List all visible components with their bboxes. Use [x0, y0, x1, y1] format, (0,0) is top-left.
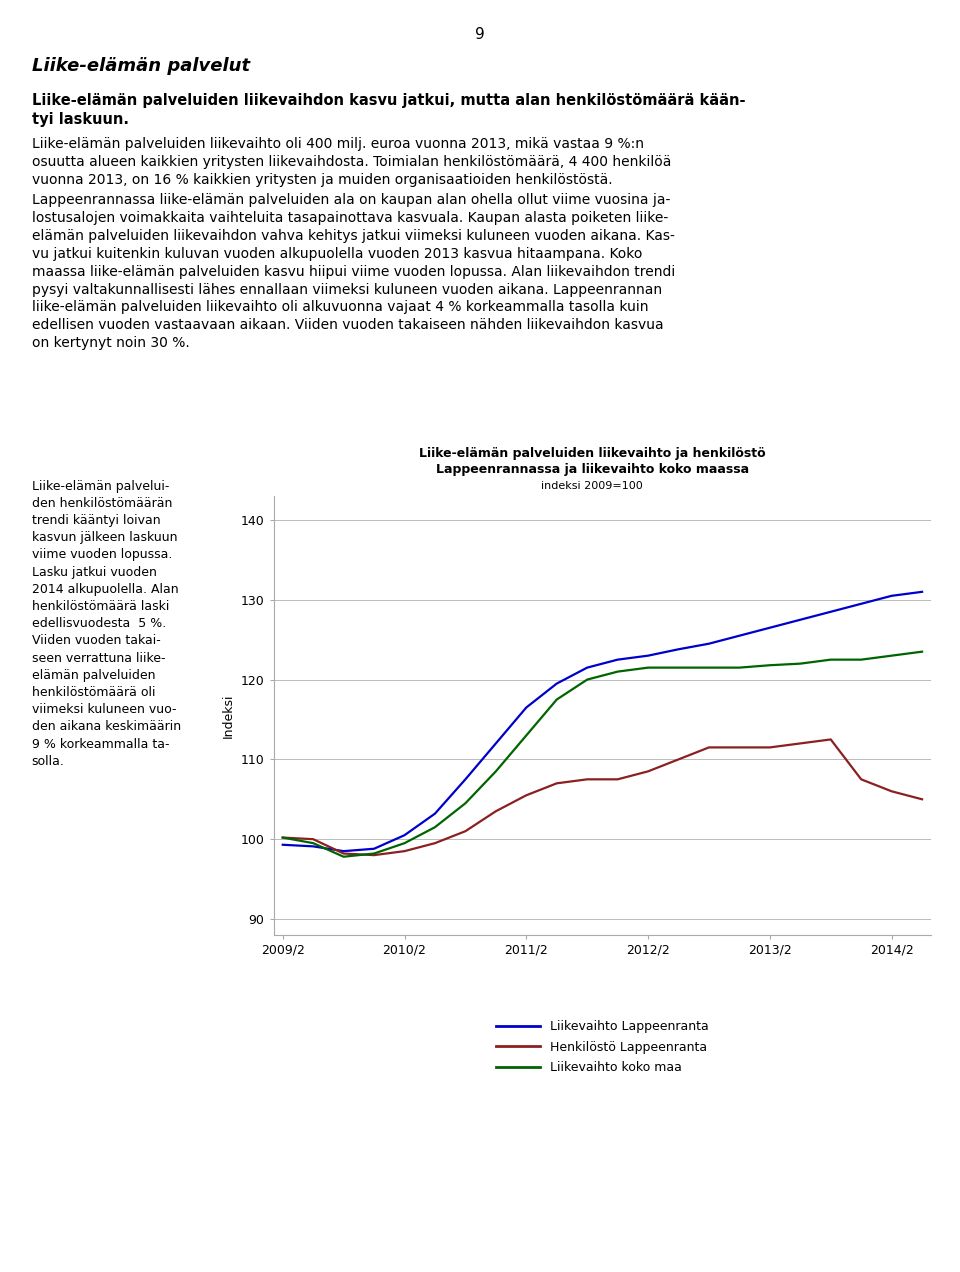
Legend: Liikevaihto Lappeenranta, Henkilöstö Lappeenranta, Liikevaihto koko maa: Liikevaihto Lappeenranta, Henkilöstö Lap…: [496, 1020, 708, 1074]
Text: Lappeenrannassa ja liikevaihto koko maassa: Lappeenrannassa ja liikevaihto koko maas…: [436, 463, 749, 476]
Text: Liike-elämän palveluiden liikevaihdon kasvu jatkui, mutta alan henkilöstömäärä k: Liike-elämän palveluiden liikevaihdon ka…: [32, 93, 745, 127]
Text: Liike-elämän palveluiden liikevaihto ja henkilöstö: Liike-elämän palveluiden liikevaihto ja …: [419, 448, 766, 460]
Text: Lappeenrannassa liike-elämän palveluiden ala on kaupan alan ohella ollut viime v: Lappeenrannassa liike-elämän palveluiden…: [32, 193, 675, 350]
Text: Liike-elämän palveluiden liikevaihto oli 400 milj. euroa vuonna 2013, mikä vasta: Liike-elämän palveluiden liikevaihto oli…: [32, 137, 671, 187]
Text: Liike-elämän palvelut: Liike-elämän palvelut: [32, 57, 250, 75]
Y-axis label: Indeksi: Indeksi: [222, 693, 235, 738]
Text: Liike-elämän palvelui-
den henkilöstömäärän
trendi kääntyi loivan
kasvun jälkeen: Liike-elämän palvelui- den henkilöstömää…: [32, 480, 180, 768]
Text: 9: 9: [475, 27, 485, 42]
Text: indeksi 2009=100: indeksi 2009=100: [541, 481, 643, 491]
